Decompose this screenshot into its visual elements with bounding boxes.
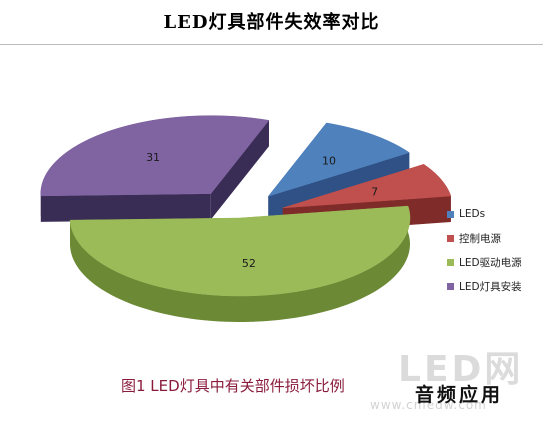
legend-swatch: [447, 210, 454, 218]
data-label-control-power: 7: [371, 185, 378, 198]
legend-item-led-driver-power: LED驱动电源: [447, 250, 541, 274]
watermark-url: www.cnledw.com: [370, 398, 487, 412]
data-label-led-fixture-install: 31: [146, 151, 160, 164]
data-label-leds: 10: [322, 155, 336, 168]
legend-label: LED灯具安装: [459, 280, 522, 293]
slice-top-face: [40, 115, 270, 197]
legend-swatch: [447, 234, 454, 242]
legend: LEDs 控制电源 LED驱动电源 LED灯具安装: [447, 202, 541, 298]
legend-item-control-power: 控制电源: [447, 226, 541, 250]
slice-top-face: [69, 205, 411, 297]
chart-title: LED灯具部件失效率对比: [163, 12, 380, 33]
pie-slice-led-driver-power: 52: [69, 205, 411, 322]
watermark-logo: LED网: [398, 349, 524, 390]
legend-label: LEDs: [459, 208, 486, 220]
pie-slice-led-fixture-install: 31: [40, 115, 270, 222]
slice-side-wall: [40, 193, 211, 222]
legend-label: LED驱动电源: [459, 256, 522, 269]
title-divider: [0, 44, 543, 45]
legend-item-leds: LEDs: [447, 202, 541, 226]
legend-swatch: [447, 258, 454, 266]
slice-top-face: [282, 164, 452, 209]
slice-side-wall: [210, 120, 269, 220]
figure-caption: 图1 LED灯具中有关部件损坏比例: [121, 377, 345, 395]
legend-swatch: [447, 282, 454, 290]
data-label-led-driver-power: 52: [242, 257, 256, 270]
legend-label: 控制电源: [459, 232, 501, 245]
slice-outer-wall: [70, 206, 410, 322]
slice-top-face: [267, 122, 410, 197]
legend-item-led-fixture-install: LED灯具安装: [447, 274, 541, 298]
brand-label: 音频应用: [415, 384, 504, 406]
